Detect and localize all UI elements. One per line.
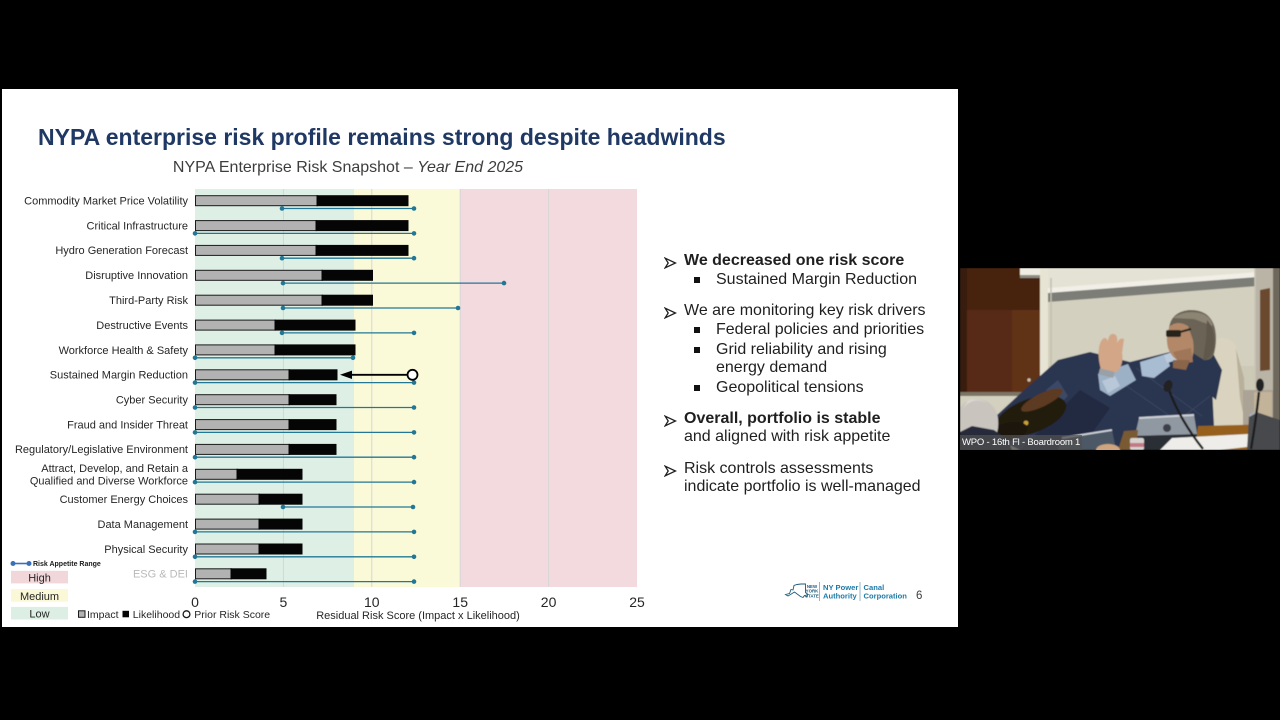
svg-text:Third-Party Risk: Third-Party Risk — [109, 295, 188, 307]
svg-text:Likelihood: Likelihood — [133, 609, 180, 621]
svg-text:0: 0 — [191, 594, 199, 610]
svg-text:10: 10 — [364, 594, 380, 610]
svg-text:Disruptive Innovation: Disruptive Innovation — [85, 270, 188, 282]
svg-text:STATE: STATE — [805, 593, 819, 598]
svg-text:25: 25 — [629, 594, 645, 610]
svg-text:Commodity Market Price Volatil: Commodity Market Price Volatility — [24, 196, 188, 208]
svg-text:Medium: Medium — [20, 591, 59, 603]
svg-text:Fraud and Insider Threat: Fraud and Insider Threat — [67, 419, 188, 431]
svg-text:Sustained Margin Reduction: Sustained Margin Reduction — [50, 370, 188, 382]
svg-text:Customer Energy Choices: Customer Energy Choices — [60, 494, 189, 506]
svg-text:Qualified and Diverse Workforc: Qualified and Diverse Workforce — [30, 476, 188, 488]
svg-text:YORK: YORK — [806, 589, 820, 594]
svg-text:15: 15 — [452, 594, 468, 610]
svg-text:Data Management: Data Management — [98, 519, 189, 531]
svg-text:NY Power: NY Power — [823, 583, 858, 592]
svg-text:Risk Appetite Range: Risk Appetite Range — [33, 561, 101, 568]
svg-text:Corporation: Corporation — [864, 592, 908, 601]
svg-text:Physical Security: Physical Security — [104, 544, 188, 556]
svg-text:5: 5 — [280, 594, 288, 610]
svg-text:ESG & DEI: ESG & DEI — [133, 569, 188, 581]
svg-text:Regulatory/Legislative Environ: Regulatory/Legislative Environment — [15, 444, 188, 456]
svg-text:Destructive Events: Destructive Events — [96, 320, 188, 332]
svg-text:Workforce Health & Safety: Workforce Health & Safety — [59, 345, 189, 357]
svg-text:20: 20 — [541, 594, 557, 610]
svg-text:Hydro Generation Forecast: Hydro Generation Forecast — [55, 245, 188, 257]
svg-text:Cyber Security: Cyber Security — [116, 395, 189, 407]
svg-text:Low: Low — [29, 609, 49, 621]
svg-text:Authority: Authority — [823, 592, 858, 601]
svg-text:Attract, Develop, and Retain a: Attract, Develop, and Retain a — [41, 463, 189, 475]
svg-text:Residual Risk Score (Impact x: Residual Risk Score (Impact x Likelihood… — [316, 610, 520, 622]
svg-text:NEW: NEW — [807, 584, 818, 589]
svg-text:Impact: Impact — [87, 609, 119, 621]
svg-text:Canal: Canal — [864, 583, 885, 592]
svg-text:Prior Risk Score: Prior Risk Score — [194, 609, 270, 621]
svg-text:High: High — [28, 573, 51, 585]
svg-text:Critical Infrastructure: Critical Infrastructure — [87, 220, 188, 232]
